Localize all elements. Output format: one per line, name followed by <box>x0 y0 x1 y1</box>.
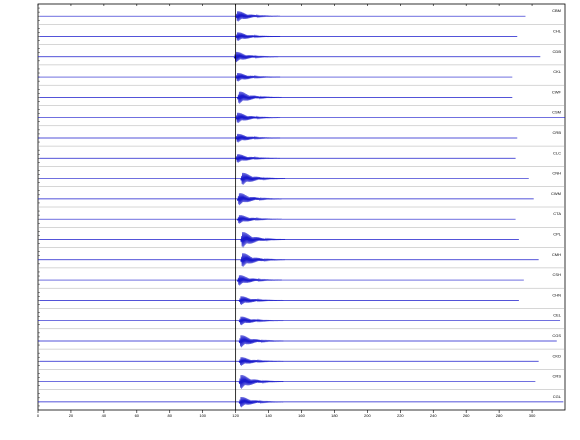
trace-name: CRB <box>553 130 562 135</box>
trace-burst <box>235 32 281 41</box>
x-tick-label: 260 <box>463 413 470 418</box>
trace-burst <box>236 275 282 286</box>
trace-name: CMH <box>552 252 561 257</box>
trace-burst <box>240 232 286 248</box>
trace-name: CDB <box>553 49 562 54</box>
trace-burst <box>240 172 286 185</box>
trace-name: CKD <box>553 353 562 358</box>
trace-name: CEL <box>553 313 562 318</box>
x-tick-label: 140 <box>265 413 272 418</box>
trace-burst <box>235 112 281 124</box>
trace-burst <box>235 72 281 82</box>
trace-name: CGL <box>553 394 562 399</box>
x-tick-label: 240 <box>430 413 437 418</box>
x-tick-label: 200 <box>364 413 371 418</box>
trace-name: CKL <box>553 69 562 74</box>
trace-name: CNH <box>552 171 561 176</box>
trace-burst <box>238 357 284 366</box>
x-tick-label: 300 <box>529 413 536 418</box>
x-tick-label: 100 <box>199 413 206 418</box>
trace-name: CGS <box>552 333 561 338</box>
trace-burst <box>238 375 284 389</box>
trace-burst <box>238 396 284 408</box>
trace-name: CSM <box>552 110 561 115</box>
trace-name: CSH <box>553 272 562 277</box>
trace-name: CTA <box>553 211 561 216</box>
x-tick-label: 20 <box>69 413 74 418</box>
trace-name: CRS <box>553 374 562 379</box>
trace-burst <box>238 335 284 348</box>
trace-name: CHN <box>552 292 561 297</box>
trace-burst <box>240 253 286 267</box>
x-tick-label: 40 <box>102 413 107 418</box>
trace-burst <box>235 133 281 143</box>
trace-burst <box>238 316 284 326</box>
trace-name: CWM <box>551 191 561 196</box>
trace-burst <box>235 11 281 22</box>
trace-name: CBM <box>552 8 561 13</box>
x-tick-label: 0 <box>37 413 40 418</box>
x-tick-label: 160 <box>298 413 305 418</box>
trace-name: CPL <box>553 231 562 236</box>
x-tick-label: 120 <box>232 413 239 418</box>
trace-name: CWF <box>552 89 562 94</box>
x-tick-label: 280 <box>496 413 503 418</box>
x-tick-label: 80 <box>168 413 173 418</box>
trace-name: CHL <box>553 28 562 33</box>
x-tick-label: 60 <box>135 413 140 418</box>
trace-name: CLC <box>553 150 561 155</box>
trace-burst <box>238 296 284 305</box>
trace-burst <box>236 215 282 224</box>
trace-burst <box>233 51 279 63</box>
trace-burst <box>236 193 282 206</box>
trace-burst <box>235 154 281 163</box>
x-tick-label: 180 <box>331 413 338 418</box>
x-tick-label: 220 <box>397 413 404 418</box>
trace-burst <box>236 91 282 104</box>
